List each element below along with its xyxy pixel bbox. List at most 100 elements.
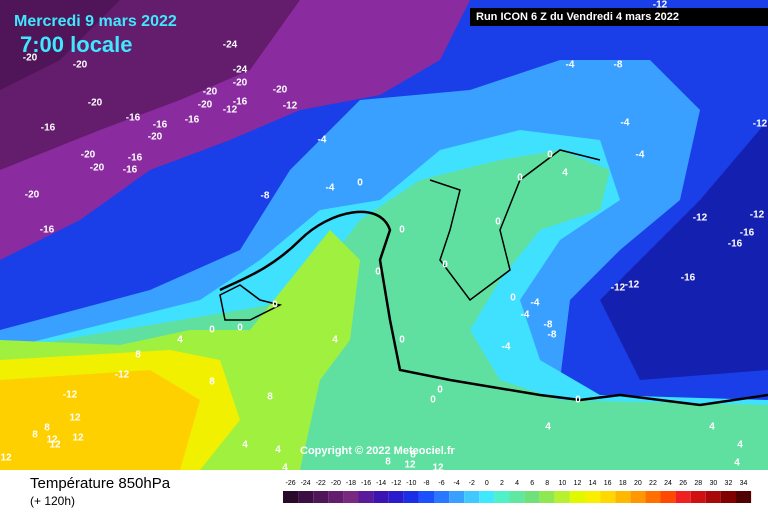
contour-label: -20	[90, 163, 105, 174]
contour-label: -16	[123, 165, 138, 176]
scale-label: -8	[423, 480, 429, 487]
scale-label: -6	[438, 480, 444, 487]
scale-swatch	[705, 491, 721, 503]
scale-swatch	[283, 491, 299, 503]
contour-label: 12	[46, 435, 58, 446]
contour-label: -20	[198, 100, 213, 111]
scale-label: -14	[376, 480, 386, 487]
scale-label: 16	[604, 480, 612, 487]
scale-swatch	[464, 491, 480, 503]
contour-label: 12	[69, 413, 81, 424]
contour-label: -12	[611, 283, 626, 294]
scale-label: 18	[619, 480, 627, 487]
contour-label: -20	[23, 53, 38, 64]
contour-label: 4	[709, 422, 715, 433]
scale-label: 0	[485, 480, 489, 487]
scale-swatch	[630, 491, 646, 503]
contour-label: 0	[547, 150, 553, 161]
scale-swatch	[328, 491, 344, 503]
scale-label: 14	[589, 480, 597, 487]
contour-label: -8	[261, 191, 270, 202]
scale-swatch	[358, 491, 374, 503]
contour-label: 8	[267, 392, 273, 403]
color-scale: -26 -24 -22 -20 -18 -16 -14 -12 -10 -8 -6 -4 -2 0 2 4 6 8…	[283, 480, 752, 503]
contour-label: -12	[283, 101, 298, 112]
contour-label: 0	[399, 335, 405, 346]
scale-label: 20	[634, 480, 642, 487]
scale-swatch	[509, 491, 525, 503]
contour-label: -12	[625, 280, 640, 291]
scale-label: -2	[469, 480, 475, 487]
forecast-time: 7:00 locale	[20, 32, 133, 57]
scale-swatch	[418, 491, 434, 503]
scale-label: 26	[679, 480, 687, 487]
scale-label: -20	[331, 480, 341, 487]
scale-swatch	[494, 491, 510, 503]
contour-label: -16	[185, 115, 200, 126]
contour-label: -24	[233, 65, 248, 76]
contour-label: -20	[273, 85, 288, 96]
contour-label: -20	[73, 60, 88, 71]
scale-label: -24	[301, 480, 311, 487]
contour-label: -4	[318, 135, 327, 146]
contour-label: 8	[135, 350, 141, 361]
contour-label: -12	[653, 0, 668, 11]
contour-label: 0	[399, 225, 405, 236]
forecast-date: Mercredi 9 mars 2022	[14, 13, 177, 30]
scale-swatch	[554, 491, 570, 503]
scale-swatch	[373, 491, 389, 503]
contour-label: 4	[737, 440, 743, 451]
scale-label: -26	[285, 480, 295, 487]
contour-label: 12	[49, 440, 61, 451]
contour-label: 8	[410, 450, 416, 461]
contour-label: -20	[233, 78, 248, 89]
contour-label: -12	[753, 119, 768, 130]
contour-label: -20	[25, 190, 40, 201]
contour-label: -16	[681, 273, 696, 284]
scale-label: -12	[391, 480, 401, 487]
scale-swatch	[449, 491, 465, 503]
scale-swatch	[434, 491, 450, 503]
contour-label: 0	[442, 260, 448, 271]
contour-label: -4	[636, 150, 645, 161]
scale-swatch	[720, 491, 736, 503]
scale-label: -18	[346, 480, 356, 487]
scale-swatch	[585, 491, 601, 503]
scale-label: 6	[530, 480, 534, 487]
scale-label: 32	[725, 480, 733, 487]
contour-label: -12	[63, 390, 78, 401]
contour-label: 8	[209, 377, 215, 388]
scale-label: 30	[709, 480, 717, 487]
contour-label: 4	[242, 440, 248, 451]
scale-swatch	[539, 491, 555, 503]
contour-labels: -24-20-20 -24-20-20-20-16-20-20 -12-12-16-…	[0, 0, 768, 471]
scale-label: -10	[406, 480, 416, 487]
scale-swatch	[403, 491, 419, 503]
contour-label: -4	[502, 342, 511, 353]
contour-label: 12	[72, 433, 84, 444]
contour-label: -8	[544, 320, 553, 331]
contour-label: 4	[545, 422, 551, 433]
scale-label: 4	[515, 480, 519, 487]
scale-label: 2	[500, 480, 504, 487]
contour-label: 8	[385, 457, 391, 468]
contour-label: -16	[40, 225, 55, 236]
contour-label: -8	[614, 60, 623, 71]
contour-label: 0	[575, 395, 581, 406]
contour-label: 8	[32, 430, 38, 441]
scale-label: -4	[454, 480, 460, 487]
contour-label: -12	[693, 213, 708, 224]
contour-label: 4	[177, 335, 183, 346]
scale-swatch	[660, 491, 676, 503]
scale-label: 12	[574, 480, 582, 487]
scale-swatch	[600, 491, 616, 503]
scale-swatch	[524, 491, 540, 503]
contour-label: 12	[404, 460, 416, 471]
contour-label: -4	[326, 183, 335, 194]
contour-label: -8	[548, 330, 557, 341]
scale-label: -16	[361, 480, 371, 487]
contour-label: -4	[566, 60, 575, 71]
contour-label: -16	[128, 153, 143, 164]
contour-label: 0	[375, 267, 381, 278]
